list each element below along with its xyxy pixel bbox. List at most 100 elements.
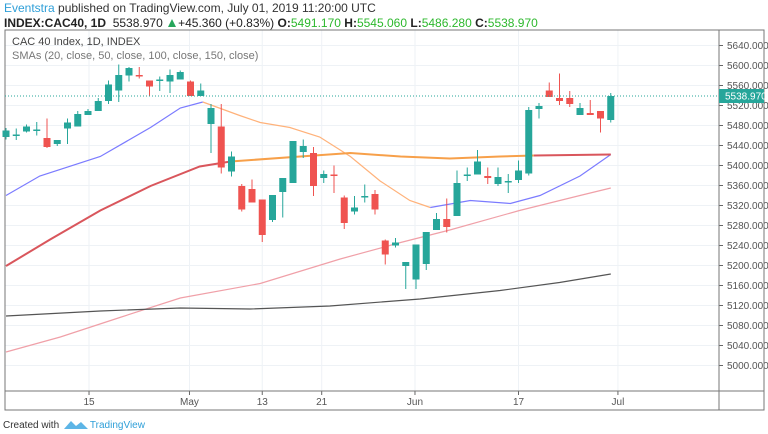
candle xyxy=(289,141,297,183)
candle xyxy=(392,238,399,248)
candle-body xyxy=(53,140,61,144)
candle xyxy=(248,179,256,203)
candle xyxy=(504,174,512,193)
candle-body xyxy=(443,219,451,227)
candle xyxy=(556,73,563,105)
y-tick-label: 5320.000 xyxy=(727,201,768,212)
candle-body xyxy=(494,177,502,184)
candle xyxy=(207,104,215,153)
up-arrow-icon xyxy=(168,19,177,27)
candle xyxy=(105,80,112,104)
candle-body xyxy=(453,183,461,216)
candle-body xyxy=(310,153,317,186)
candle-body xyxy=(586,113,594,115)
candle-body xyxy=(381,240,389,255)
candle xyxy=(12,128,20,140)
candle xyxy=(422,232,430,270)
publish-info: Eventstra published on TradingView.com, … xyxy=(4,1,376,15)
candle xyxy=(238,184,246,212)
candle-body xyxy=(238,186,246,210)
y-tick-label: 5640.000 xyxy=(727,41,768,52)
published-text: published on TradingView.com, July 01, 2… xyxy=(54,1,376,15)
candle xyxy=(176,70,184,80)
candle-body xyxy=(135,75,143,77)
footer-brand-link[interactable]: TradingView xyxy=(89,420,145,431)
candle-body xyxy=(463,174,471,176)
last-price-label: 5538.970 xyxy=(725,92,767,103)
candle xyxy=(146,80,153,96)
candle xyxy=(340,195,348,229)
candle xyxy=(330,165,338,193)
candle-body xyxy=(105,84,112,101)
candle-body xyxy=(484,176,492,178)
candle xyxy=(166,69,174,93)
y-tick-label: 5120.000 xyxy=(727,301,768,312)
y-tick-label: 5280.000 xyxy=(727,221,768,232)
candle-body xyxy=(361,196,369,198)
chart-frame xyxy=(4,29,765,411)
candle-body xyxy=(207,108,215,124)
candle xyxy=(371,190,379,215)
candle xyxy=(53,140,61,146)
candle xyxy=(525,107,533,176)
candle xyxy=(299,139,307,158)
low-label: L: xyxy=(410,16,422,30)
candle-body xyxy=(94,101,102,111)
footer-text: Created with xyxy=(3,420,60,431)
candle xyxy=(64,118,71,144)
high-value: 5545.060 xyxy=(356,16,408,30)
candle xyxy=(463,167,471,181)
candle xyxy=(74,111,82,127)
candle xyxy=(453,170,461,216)
candle xyxy=(94,98,102,111)
candle-body xyxy=(269,195,276,220)
close-value: 5538.970 xyxy=(487,16,538,30)
x-tick-label: 21 xyxy=(316,397,328,408)
y-tick-label: 5480.000 xyxy=(727,121,768,132)
candle xyxy=(484,167,492,184)
candle xyxy=(33,122,41,136)
candle-body xyxy=(217,126,225,168)
x-tick-label: 13 xyxy=(257,397,269,408)
candle xyxy=(269,195,276,222)
y-tick-label: 5040.000 xyxy=(727,341,768,352)
candle-body xyxy=(433,219,440,230)
candle xyxy=(279,178,287,218)
candle xyxy=(84,109,92,115)
candle xyxy=(2,128,10,140)
author-link[interactable]: Eventstra xyxy=(4,1,55,15)
candle xyxy=(361,184,369,203)
candle-body xyxy=(279,178,287,192)
candle xyxy=(258,199,266,242)
sma-line-sma20 xyxy=(5,101,203,197)
candle-body xyxy=(504,181,512,183)
footer: Created with TradingView xyxy=(3,416,145,431)
y-tick-label: 5520.000 xyxy=(727,101,768,112)
candle-body xyxy=(12,134,20,136)
candle xyxy=(156,76,164,91)
legend-title: CAC 40 Index, 1D, INDEX xyxy=(12,36,141,48)
candle-body xyxy=(156,79,164,81)
sma-line-sma20 xyxy=(202,101,431,209)
candle xyxy=(586,100,594,115)
candle xyxy=(43,118,51,148)
sma-line-sma150 xyxy=(5,273,611,317)
last-price-badge xyxy=(719,89,764,104)
candle xyxy=(515,160,522,183)
symbol: INDEX:CAC40, 1D xyxy=(4,16,107,30)
candle-body xyxy=(258,199,266,235)
high-label: H: xyxy=(344,16,357,30)
candle-body xyxy=(166,75,174,82)
candle-body xyxy=(402,262,410,266)
candle-body xyxy=(545,90,553,97)
y-tick-label: 5600.000 xyxy=(727,61,768,72)
y-tick-label: 5160.000 xyxy=(727,281,768,292)
candle-body xyxy=(535,106,543,109)
candle-body xyxy=(74,114,82,127)
y-tick-label: 5200.000 xyxy=(727,261,768,272)
candle-body xyxy=(474,161,481,175)
candle-body xyxy=(84,111,92,115)
candle-body xyxy=(248,189,256,203)
candle-body xyxy=(371,194,379,210)
